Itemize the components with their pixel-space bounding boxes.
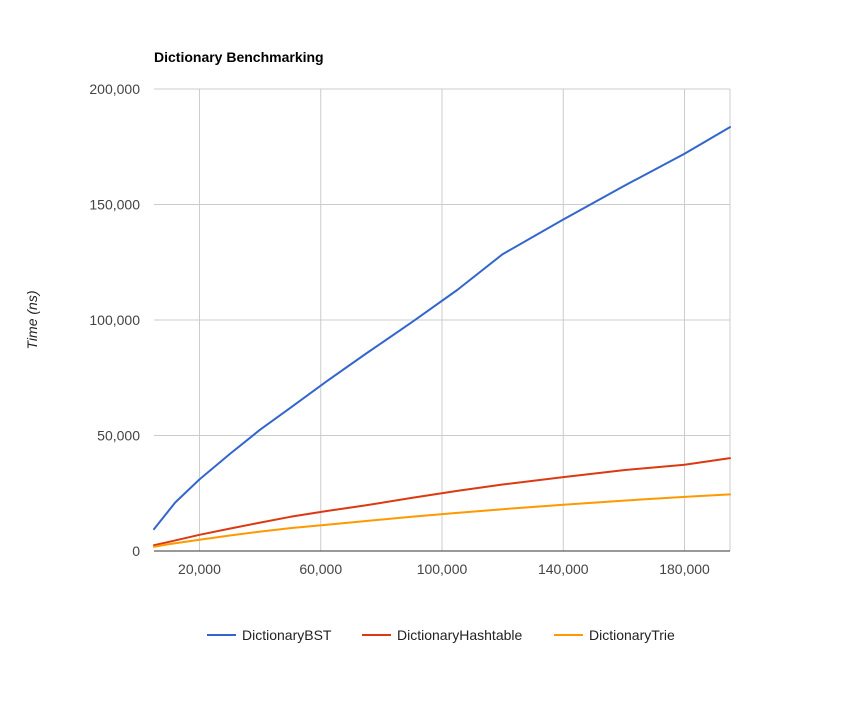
legend-label: DictionaryBST (242, 627, 332, 643)
legend: DictionaryBST DictionaryHashtable Dictiona… (207, 627, 675, 643)
gridlines (154, 88, 731, 551)
y-axis-title: Time (ns) (24, 291, 40, 350)
legend-label: DictionaryTrie (589, 627, 675, 643)
y-tick-label: 150,000 (89, 197, 140, 213)
y-tick-label: 200,000 (89, 81, 140, 97)
y-tick-label: 50,000 (97, 428, 140, 444)
y-axis-ticks: 0 50,000 100,000 150,000 200,000 (89, 81, 140, 559)
series-lines (153, 126, 731, 548)
x-tick-label: 100,000 (417, 561, 468, 577)
legend-label: DictionaryHashtable (397, 627, 522, 643)
series-line-DictionaryHashtable (153, 457, 731, 547)
y-tick-label: 100,000 (89, 312, 140, 328)
x-axis-ticks: 20,000 60,000 100,000 140,000 180,000 (178, 561, 710, 577)
chart-title: Dictionary Benchmarking (154, 49, 324, 65)
x-tick-label: 180,000 (659, 561, 710, 577)
y-tick-label: 0 (132, 543, 140, 559)
x-tick-label: 140,000 (538, 561, 589, 577)
x-tick-label: 60,000 (299, 561, 342, 577)
x-tick-label: 20,000 (178, 561, 221, 577)
series-line-DictionaryTrie (153, 493, 731, 548)
series-line-DictionaryBST (153, 126, 731, 531)
